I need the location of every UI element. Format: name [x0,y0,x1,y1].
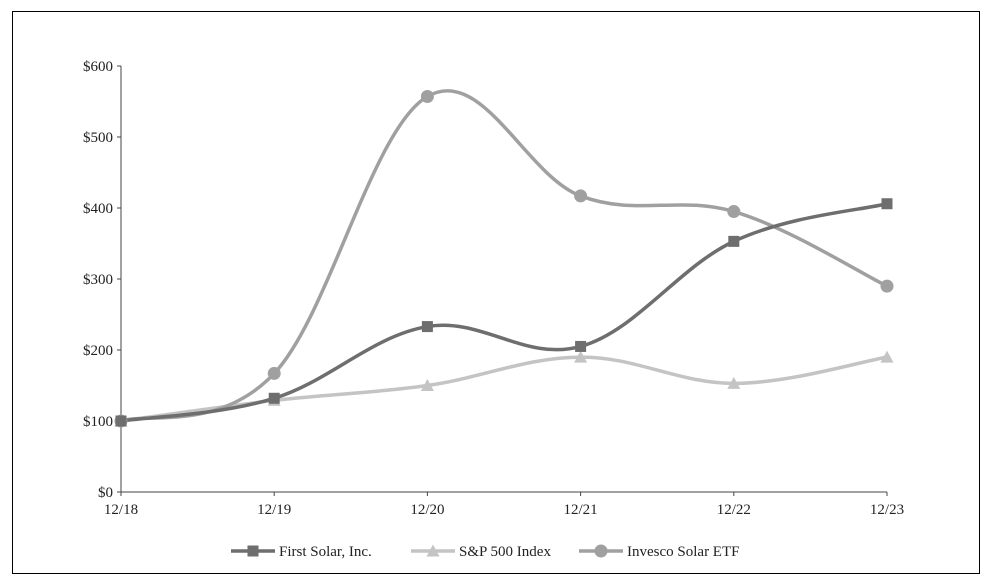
y-tick-label: $300 [83,272,113,288]
x-tick-labels: 12/18 12/19 12/20 12/21 12/22 12/23 [104,502,904,518]
data-point-triangle [727,376,741,389]
x-tick-label: 12/18 [104,502,138,518]
legend-swatch-marker [247,545,259,557]
x-tick-label: 12/22 [717,502,751,518]
data-point-triangle [420,379,434,391]
chart-frame: $0 $100 $200 $300 $400 $500 $600 12/18 12/19 12/… [12,11,980,574]
data-point-square [421,321,433,333]
series-lines [119,89,889,423]
data-point-triangle [880,350,894,363]
x-tick-label: 12/23 [870,502,904,518]
series-line-square [119,201,889,423]
y-tick-label: $0 [98,485,113,501]
data-point-circle [574,189,588,203]
legend-label: First Solar, Inc. [279,544,372,560]
y-tick-label: $200 [83,343,113,359]
legend-swatch-marker [594,544,608,558]
series-line-triangle [119,355,889,423]
series-line-circle [119,89,889,423]
x-tick-label: 12/19 [257,502,291,518]
y-tick-label: $400 [83,201,113,217]
y-tick-label: $100 [83,414,113,430]
data-point-square [881,198,893,210]
data-point-square [115,415,127,427]
legend: First Solar, Inc. S&P 500 Index Invesco So… [231,544,739,560]
x-tick-label: 12/21 [564,502,598,518]
legend-label: S&P 500 Index [459,544,551,560]
axes [117,65,888,496]
legend-swatch-marker [426,544,440,557]
data-point-square [575,340,587,352]
data-point-triangle [574,350,588,363]
data-point-circle [420,90,434,104]
series-markers [114,90,894,428]
data-point-circle [727,205,741,219]
data-point-circle [880,279,894,293]
line-chart: $0$100$200$300$400$500$600 12/18 12/19 12/… [83,59,904,560]
y-tick-labels: $0 $100 $200 $300 $400 $500 $600 [83,59,113,501]
x-tick-label: 12/20 [410,502,444,518]
data-point-circle [267,366,281,380]
legend-label: Invesco Solar ETF [627,544,739,560]
data-point-square [268,392,280,404]
data-point-square [728,235,740,247]
y-tick-label: $500 [83,130,113,146]
y-tick-label: $600 [83,59,113,75]
